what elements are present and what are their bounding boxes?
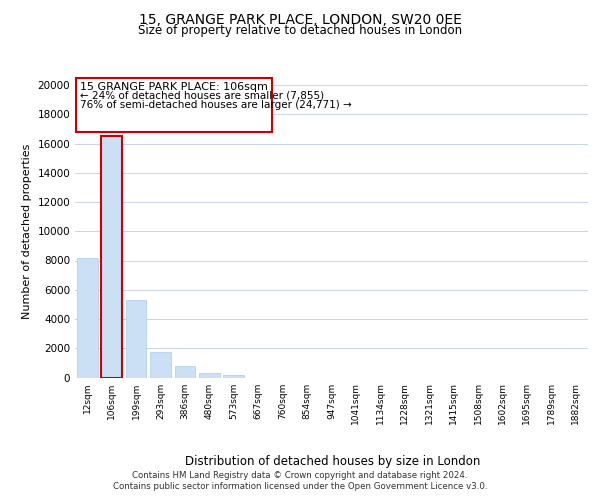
Text: ← 24% of detached houses are smaller (7,855): ← 24% of detached houses are smaller (7,… — [80, 91, 324, 101]
Text: 15, GRANGE PARK PLACE, LONDON, SW20 0EE: 15, GRANGE PARK PLACE, LONDON, SW20 0EE — [139, 12, 461, 26]
Text: 76% of semi-detached houses are larger (24,771) →: 76% of semi-detached houses are larger (… — [80, 100, 352, 110]
Text: 15 GRANGE PARK PLACE: 106sqm: 15 GRANGE PARK PLACE: 106sqm — [80, 82, 268, 92]
Text: Contains public sector information licensed under the Open Government Licence v3: Contains public sector information licen… — [113, 482, 487, 491]
Bar — [175, 366, 196, 378]
Bar — [101, 136, 122, 378]
Text: Contains HM Land Registry data © Crown copyright and database right 2024.: Contains HM Land Registry data © Crown c… — [132, 471, 468, 480]
Bar — [125, 300, 146, 378]
Y-axis label: Number of detached properties: Number of detached properties — [22, 144, 32, 319]
Bar — [223, 374, 244, 378]
Bar — [77, 258, 98, 378]
Text: Size of property relative to detached houses in London: Size of property relative to detached ho… — [138, 24, 462, 37]
Text: Distribution of detached houses by size in London: Distribution of detached houses by size … — [185, 454, 481, 468]
Bar — [150, 352, 171, 378]
Bar — [76, 78, 272, 132]
Bar — [199, 373, 220, 378]
